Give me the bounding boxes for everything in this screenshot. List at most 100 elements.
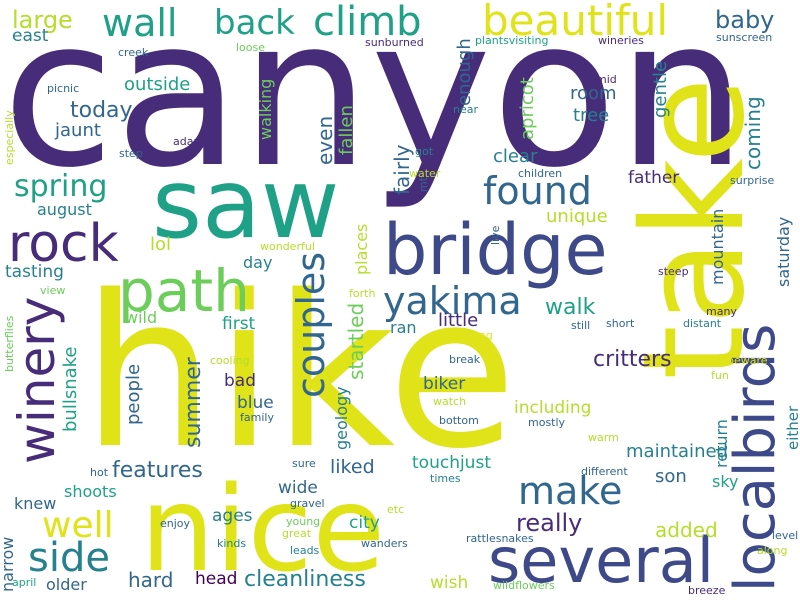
word: kinds (217, 537, 247, 550)
word: april (12, 576, 37, 589)
word: cooling (210, 354, 250, 367)
word: son (655, 466, 687, 487)
word: jaunt (55, 120, 101, 141)
word: short (606, 317, 635, 330)
word: near (453, 103, 479, 116)
word: canyon (2, 0, 747, 213)
word: even (313, 115, 337, 165)
word: apricot (517, 77, 538, 140)
word: either (784, 405, 800, 450)
word: different (581, 465, 628, 478)
word: warm (588, 431, 619, 444)
word: places (352, 223, 371, 275)
word: biker (423, 374, 466, 394)
word: times (430, 472, 461, 485)
word: picnic (47, 82, 80, 95)
word: leads (290, 544, 320, 557)
word: really (516, 509, 583, 537)
word: tree (573, 105, 610, 126)
word: walking (256, 78, 275, 140)
word: rock (8, 214, 119, 274)
word: etc (387, 503, 405, 516)
word: rattlesnakes (466, 532, 534, 545)
word: features (112, 458, 203, 483)
word: live (489, 225, 502, 245)
word: wild (125, 308, 158, 327)
word: sunburned (365, 36, 424, 49)
word: wish (430, 573, 469, 593)
word: water (409, 167, 441, 180)
word: today (70, 98, 133, 123)
word: wonderful (260, 240, 315, 253)
word: father (628, 168, 680, 188)
word: people (123, 363, 144, 425)
word: unique (546, 206, 608, 227)
word: wineries (598, 34, 644, 47)
word: creek (118, 46, 149, 59)
word: butterflies (3, 315, 16, 372)
word: family (240, 411, 274, 424)
word: beautiful (482, 0, 669, 45)
word: older (46, 575, 87, 594)
word: bridge (383, 209, 608, 291)
word: large (12, 6, 73, 34)
word: summer (181, 357, 206, 448)
word: little (438, 310, 479, 331)
word: room (570, 83, 617, 104)
word: cleanliness (244, 567, 366, 592)
word: mid (596, 73, 617, 86)
word: long (469, 329, 493, 342)
word: distant (683, 317, 722, 330)
word: saturday (774, 216, 793, 287)
word: touchjust (412, 453, 491, 473)
word: forth (349, 287, 376, 300)
word: outside (124, 74, 191, 95)
word: geology (332, 386, 351, 450)
word: wide (278, 478, 318, 498)
word: hot (90, 466, 109, 479)
word: steep (658, 265, 689, 278)
word: sunscreen (716, 31, 773, 44)
word: hard (128, 568, 174, 592)
word: startled (344, 302, 368, 380)
word: wanders (361, 537, 408, 550)
word: head (195, 569, 238, 589)
word: climb (313, 0, 422, 45)
word: sure (292, 457, 316, 470)
word: clear (493, 146, 538, 167)
word: along (757, 544, 788, 557)
word: saw (152, 148, 340, 260)
word: path (118, 257, 250, 325)
word: mostly (528, 416, 566, 429)
word: young (286, 515, 321, 528)
word: including (514, 398, 592, 418)
word: great (282, 527, 312, 540)
word: critters (593, 347, 672, 372)
word: city (349, 513, 380, 533)
word: added (655, 518, 718, 542)
word: couples (289, 251, 333, 398)
word: mountain (708, 208, 727, 285)
word: maintained (626, 441, 728, 462)
word: still (571, 319, 591, 332)
word: sky (712, 472, 739, 491)
word: many (706, 305, 737, 318)
word: got (415, 145, 434, 158)
word: august (37, 200, 92, 219)
word: east (12, 26, 49, 46)
word: mt (417, 176, 430, 192)
word: ran (390, 318, 417, 337)
word: tasting (5, 262, 64, 282)
word: enough (454, 38, 475, 106)
word: side (28, 535, 110, 581)
word: enjoy (160, 517, 191, 530)
word: view (40, 284, 66, 297)
word: nice (140, 460, 386, 598)
word: gravel (290, 497, 325, 510)
word: bottom (439, 414, 479, 427)
word: wall (102, 1, 178, 45)
word: coming (741, 96, 765, 170)
word: bad (224, 371, 256, 391)
word: ages (212, 506, 253, 526)
